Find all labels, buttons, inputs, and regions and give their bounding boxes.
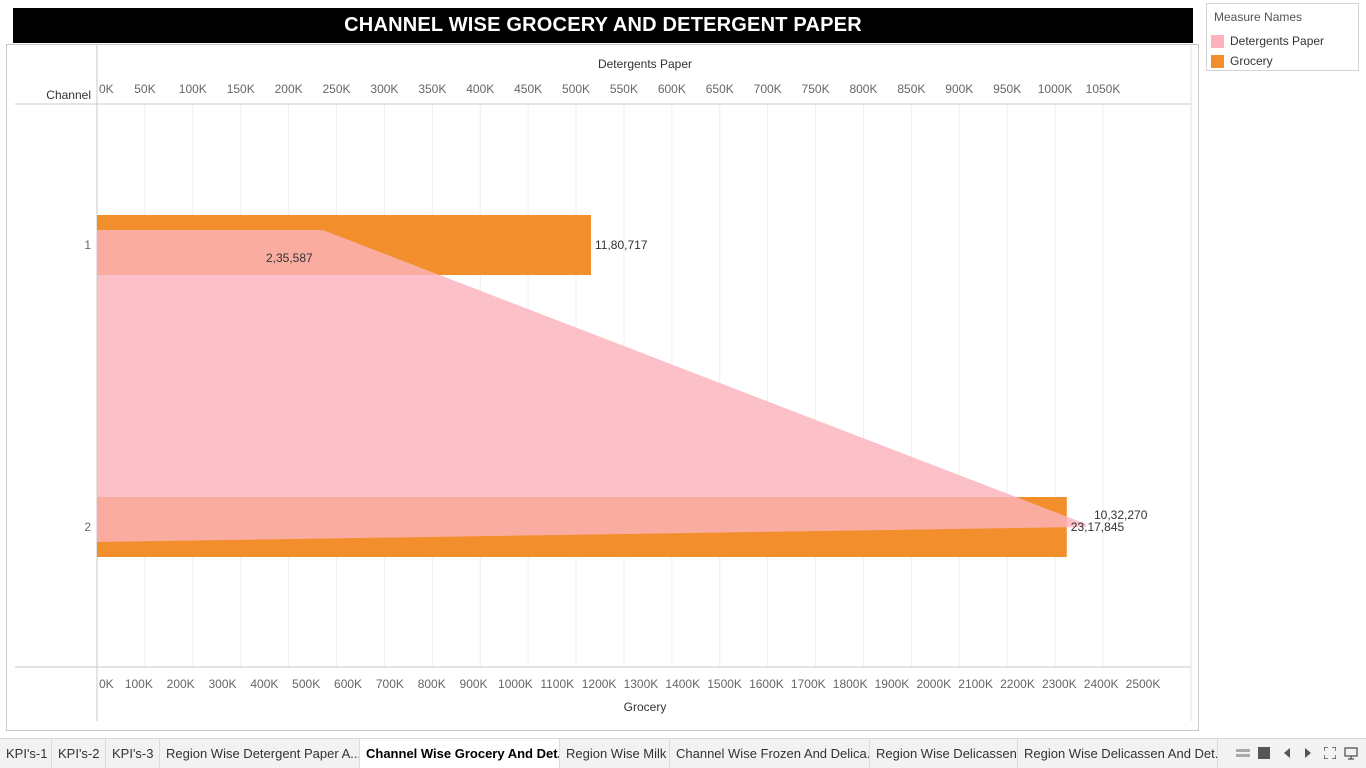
tab-region-wise-delicassen-and-det[interactable]: Region Wise Delicassen And Det... (1018, 739, 1218, 768)
tab-kpis-1[interactable]: KPI's-1 (0, 739, 52, 768)
top-axis-tick-label: 200K (275, 82, 303, 96)
bottom-axis-tick-label: 2100K (958, 677, 993, 691)
tab-region-wise-detergent-paper[interactable]: Region Wise Detergent Paper A... (160, 739, 360, 768)
top-axis-tick-label: 650K (706, 82, 734, 96)
top-axis-tick-label: 300K (370, 82, 398, 96)
bottom-axis-tick-label: 2000K (916, 677, 951, 691)
next-icon[interactable] (1300, 745, 1316, 761)
legend-item-detergents-paper[interactable]: Detergents Paper (1211, 33, 1324, 49)
tab-kpis-3[interactable]: KPI's-3 (106, 739, 160, 768)
dimension-header: Channel (46, 88, 91, 102)
top-axis-tick-label: 100K (179, 82, 207, 96)
bottom-axis-tick-label: 900K (460, 677, 488, 691)
top-axis-tick-label: 550K (610, 82, 638, 96)
tab-channel-wise-frozen[interactable]: Channel Wise Frozen And Delica... (670, 739, 870, 768)
bottom-axis-tick-label: 1900K (875, 677, 910, 691)
top-axis-tick-label: 400K (466, 82, 494, 96)
legend: Measure Names Detergents Paper Grocery (1206, 3, 1359, 71)
bottom-axis-tick-label: 1800K (833, 677, 868, 691)
filmstrip-icon[interactable] (1235, 745, 1251, 761)
bottom-axis-tick-label: 1700K (791, 677, 826, 691)
top-axis-tick-label: 900K (945, 82, 973, 96)
chart-svg: Detergents Paper 0K 50K 100K 150K 200K 250K 300… (15, 45, 1192, 721)
present-icon[interactable] (1343, 745, 1359, 761)
bottom-axis-tick-label: 2300K (1042, 677, 1077, 691)
grid-icon[interactable] (1256, 745, 1272, 761)
top-axis-tick-label: 750K (802, 82, 830, 96)
bottom-axis-tick-label: 300K (209, 677, 237, 691)
bottom-axis-tick-label: 2500K (1126, 677, 1161, 691)
top-axis-tick-label: 450K (514, 82, 542, 96)
top-axis-tick-label: 950K (993, 82, 1021, 96)
bottom-axis-tick-label: 1600K (749, 677, 784, 691)
top-axis-tick-label: 250K (323, 82, 351, 96)
tab-channel-wise-grocery[interactable]: Channel Wise Grocery And Det... (360, 739, 560, 768)
legend-label-detergents-paper: Detergents Paper (1230, 34, 1325, 48)
tab-region-wise-milk[interactable]: Region Wise Milk (560, 739, 670, 768)
chart-area: Detergents Paper 0K 50K 100K 150K 200K 250K 300… (6, 44, 1199, 731)
top-axis-tick-label: 150K (227, 82, 255, 96)
detergents-paper-value-label: 2,35,587 (266, 251, 313, 265)
bottom-axis-tick-label: 700K (376, 677, 404, 691)
bottom-axis-tick-label: 1400K (665, 677, 700, 691)
tab-kpis-2[interactable]: KPI's-2 (52, 739, 106, 768)
bottom-axis-tick-label: 2200K (1000, 677, 1035, 691)
top-axis-tick-label: 800K (849, 82, 877, 96)
grocery-value-label: 11,80,717 (595, 238, 648, 252)
top-axis-tick-label: 500K (562, 82, 590, 96)
legend-swatch-detergents-paper (1211, 34, 1224, 48)
top-axis-tick-label: 1000K (1038, 82, 1073, 96)
top-axis-tick-label: 50K (134, 82, 155, 96)
bottom-axis-tick-label: 1500K (707, 677, 742, 691)
bottom-axis-tick-label: 100K (125, 677, 153, 691)
detergents-paper-value-label: 10,32,270 (1094, 508, 1148, 522)
bottom-axis-tick-label: 600K (334, 677, 362, 691)
bottom-axis-tick-label: 500K (292, 677, 320, 691)
legend-item-grocery[interactable]: Grocery (1211, 53, 1273, 69)
chart-title: CHANNEL WISE GROCERY AND DETERGENT PAPER (13, 8, 1193, 43)
bottom-axis-tick-label: 200K (167, 677, 195, 691)
top-axis-tick-label: 350K (418, 82, 446, 96)
bottom-axis-tick-label: 800K (418, 677, 446, 691)
prev-icon[interactable] (1279, 745, 1295, 761)
detergents-paper-area (97, 230, 1087, 542)
bottom-axis-tick-label: 1300K (624, 677, 659, 691)
fullscreen-icon[interactable] (1322, 745, 1338, 761)
top-axis-tick-label: 850K (897, 82, 925, 96)
bottom-axis-tick-label: 400K (250, 677, 278, 691)
legend-swatch-grocery (1211, 54, 1224, 68)
bottom-axis-title: Grocery (624, 700, 667, 714)
category-label: 1 (84, 238, 91, 252)
top-axis-title: Detergents Paper (598, 57, 692, 71)
top-axis-tick-label: 1050K (1086, 82, 1121, 96)
top-axis-tick-label: 0K (99, 82, 114, 96)
bottom-axis-tick-label: 1200K (582, 677, 617, 691)
bottom-axis-tick-label: 0K (99, 677, 114, 691)
bottom-axis-tick-label: 1000K (498, 677, 533, 691)
tab-region-wise-delicassen[interactable]: Region Wise Delicassen (870, 739, 1018, 768)
sheet-tab-strip: KPI's-1 KPI's-2 KPI's-3 Region Wise Dete… (0, 738, 1366, 768)
legend-title: Measure Names (1214, 10, 1303, 24)
bottom-axis-tick-label: 1100K (540, 677, 574, 691)
grocery-value-label: 23,17,845 (1071, 520, 1125, 534)
top-axis-tick-label: 600K (658, 82, 686, 96)
category-label: 2 (84, 520, 91, 534)
bottom-axis-tick-label: 2400K (1084, 677, 1119, 691)
legend-label-grocery: Grocery (1230, 54, 1273, 68)
top-axis-tick-label: 700K (754, 82, 782, 96)
